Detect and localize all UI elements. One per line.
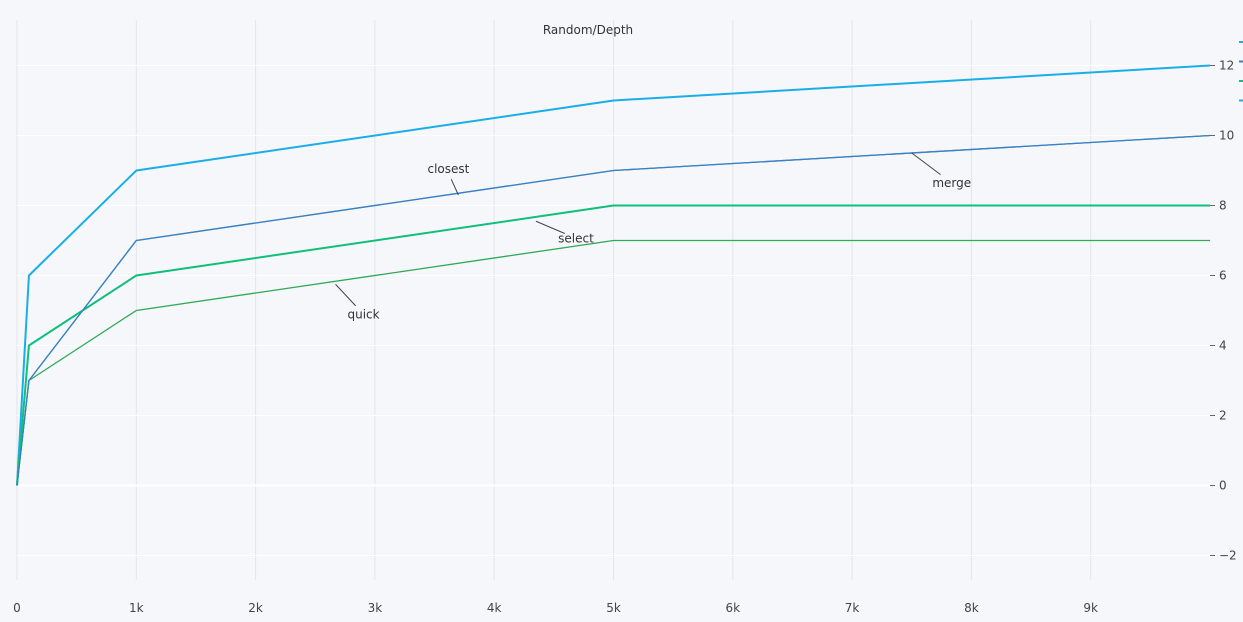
annotation-leader bbox=[335, 283, 357, 307]
x-tick-label: 7k bbox=[845, 601, 860, 615]
x-tick-label: 0 bbox=[13, 601, 21, 615]
x-tick-label: 2k bbox=[248, 601, 263, 615]
axes: 0 1k 2k 3k 4k 5k 6k 7k 8k 9k −2 0 2 4 6 8 10 12 bbox=[13, 59, 1237, 616]
x-tick-label: 6k bbox=[726, 601, 741, 615]
y-tick-label: 12 bbox=[1219, 59, 1234, 73]
x-tick-label: 5k bbox=[606, 601, 621, 615]
x-tick-label: 3k bbox=[368, 601, 383, 615]
chart-title: Random/Depth bbox=[543, 23, 633, 37]
y-tick-label: 8 bbox=[1219, 199, 1227, 213]
x-tick-label: 4k bbox=[487, 601, 502, 615]
legend-marks bbox=[1239, 41, 1243, 102]
annotation-label-quick: quick bbox=[347, 307, 379, 321]
x-tick-label: 1k bbox=[129, 601, 144, 615]
y-tick-label: 6 bbox=[1219, 269, 1227, 283]
x-tick-label: 8k bbox=[964, 601, 979, 615]
x-tick-label: 9k bbox=[1083, 601, 1098, 615]
annotation-label-closest: closest bbox=[427, 162, 469, 176]
series-lines bbox=[16, 64, 1211, 486]
annotation-leader bbox=[911, 152, 941, 176]
y-tick-label: 10 bbox=[1219, 129, 1234, 143]
annotation-leader bbox=[450, 178, 459, 196]
series-line-series-0 bbox=[16, 64, 1211, 486]
annotation-label-merge: merge bbox=[932, 176, 971, 190]
y-tick-label: −2 bbox=[1219, 549, 1237, 563]
y-tick-label: 0 bbox=[1219, 479, 1227, 493]
series-line-merge bbox=[16, 134, 1211, 486]
series-line-select bbox=[16, 204, 1210, 486]
annotation-leader bbox=[535, 220, 565, 234]
annotation-label-select: select bbox=[558, 231, 594, 245]
annotations: closest merge select quick bbox=[335, 152, 971, 321]
gridlines bbox=[16, 20, 1210, 580]
y-tick-label: 4 bbox=[1219, 339, 1227, 353]
y-tick-label: 2 bbox=[1219, 409, 1227, 423]
